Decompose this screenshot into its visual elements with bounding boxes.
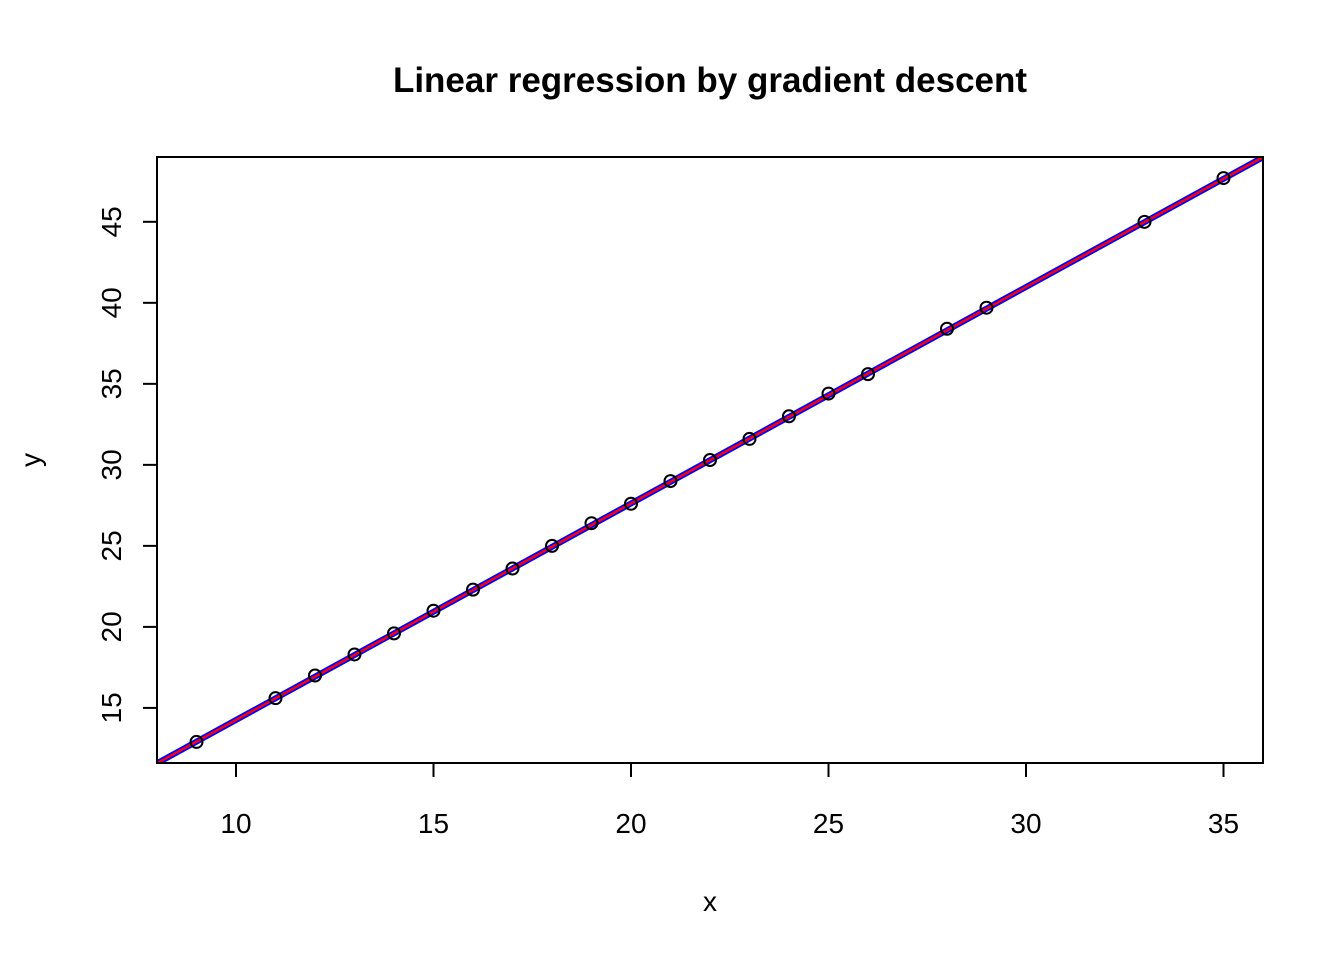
data-point: [703, 453, 717, 467]
x-tick-label: 35: [1208, 808, 1239, 839]
data-point: [624, 496, 638, 511]
x-tick-label: 30: [1010, 808, 1041, 839]
y-tick-label: 35: [96, 368, 127, 399]
data-point: [387, 626, 401, 641]
data-point: [347, 647, 362, 662]
y-tick-label: 45: [96, 206, 127, 237]
data-point: [466, 582, 480, 597]
data-point: [940, 321, 954, 336]
data-points: [189, 171, 1231, 749]
data-point: [1216, 171, 1231, 186]
x-axis: 10 15 20 25 30 35: [220, 762, 1239, 839]
x-axis-label: x: [703, 886, 717, 917]
data-point: [821, 386, 836, 401]
data-point: [1137, 214, 1152, 229]
x-tick-label: 10: [220, 808, 251, 839]
y-axis: 15 20 25 30 35 40 45: [96, 206, 158, 723]
data-point: [861, 367, 875, 382]
x-tick-label: 25: [813, 808, 844, 839]
data-point: [505, 561, 520, 576]
data-point: [979, 300, 994, 315]
y-tick-label: 40: [96, 287, 127, 318]
data-point: [742, 431, 757, 446]
y-axis-label: y: [15, 453, 46, 467]
fit-lines: [157, 157, 1263, 763]
y-tick-label: 15: [96, 692, 127, 723]
plot-frame: [156, 156, 1264, 764]
data-point: [545, 538, 559, 553]
data-point: [268, 691, 283, 706]
data-point: [663, 474, 678, 489]
regression-line: [157, 157, 1263, 763]
x-tick-label: 15: [418, 808, 449, 839]
data-point: [308, 668, 322, 683]
data-point: [189, 734, 204, 749]
x-tick-label: 20: [615, 808, 646, 839]
y-tick-label: 25: [96, 530, 127, 561]
y-tick-label: 30: [96, 449, 127, 480]
data-point: [584, 516, 599, 531]
data-point: [426, 603, 441, 618]
data-point: [782, 409, 796, 424]
chart-title: Linear regression by gradient descent: [393, 61, 1027, 100]
y-tick-label: 20: [96, 611, 127, 642]
